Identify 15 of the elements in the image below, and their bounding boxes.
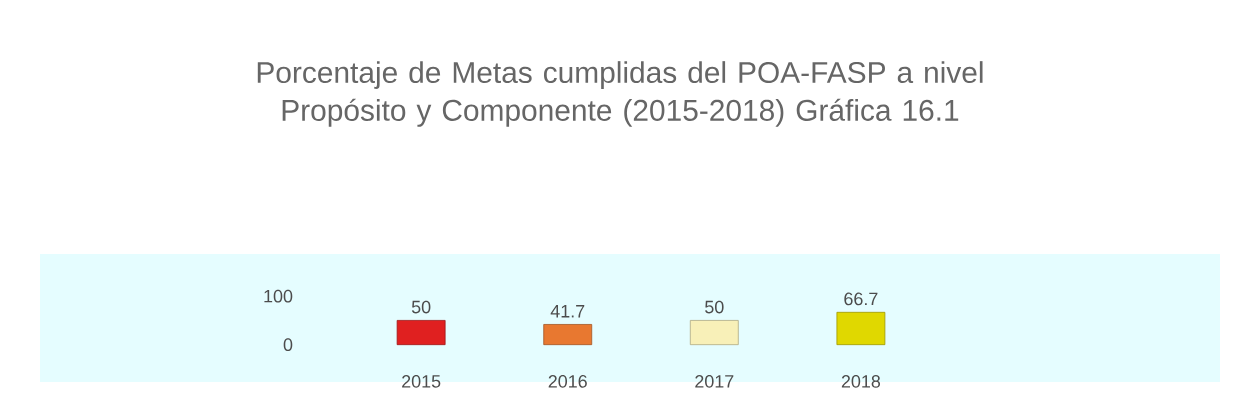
data-label: 50 [411, 300, 431, 314]
chart-title: Porcentaje de Metas cumplidas del POA-FASP a nivel Propósito y Componente (2015-2018) Gráfica 16.1 [257, 61, 983, 127]
data-label: 41.7 [550, 305, 585, 318]
bar [689, 320, 739, 346]
x-tick-label: 2018 [841, 375, 881, 388]
bar [543, 324, 593, 346]
x-tick-label: 2017 [695, 375, 734, 388]
x-tick-label: 2016 [548, 375, 587, 388]
y-tick-label: 0 [283, 338, 293, 352]
y-tick-label: 100 [264, 289, 293, 303]
bar [396, 320, 446, 346]
data-label: 66.7 [844, 292, 878, 306]
data-label: 50 [705, 300, 724, 314]
x-tick-label: 2015 [402, 375, 441, 388]
bar [836, 311, 886, 346]
